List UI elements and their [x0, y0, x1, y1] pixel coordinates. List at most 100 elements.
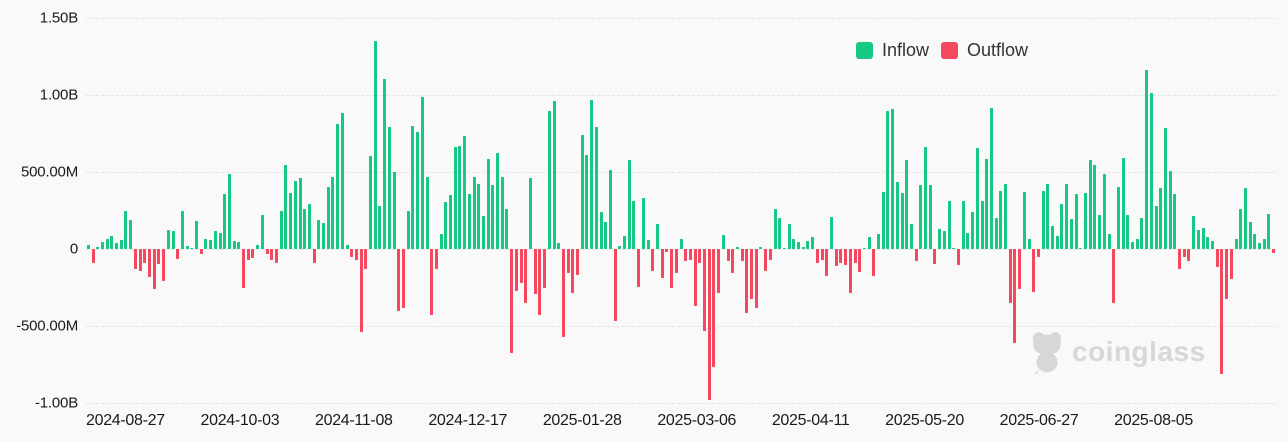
outflow-bar[interactable] — [707, 249, 711, 400]
inflow-bar[interactable] — [1116, 186, 1120, 249]
inflow-bar[interactable] — [585, 154, 589, 249]
outflow-bar[interactable] — [853, 249, 857, 263]
outflow-bar[interactable] — [152, 249, 156, 290]
outflow-bar[interactable] — [576, 249, 580, 275]
inflow-bar[interactable] — [547, 111, 551, 249]
inflow-bar[interactable] — [862, 247, 866, 249]
outflow-bar[interactable] — [745, 249, 749, 314]
inflow-bar[interactable] — [891, 109, 895, 249]
outflow-bar[interactable] — [430, 249, 434, 316]
inflow-bar[interactable] — [1135, 238, 1139, 249]
outflow-bar[interactable] — [1272, 249, 1276, 253]
inflow-bar[interactable] — [1004, 183, 1008, 249]
outflow-bar[interactable] — [199, 249, 203, 254]
inflow-bar[interactable] — [773, 208, 777, 249]
inflow-bar[interactable] — [449, 195, 453, 249]
inflow-bar[interactable] — [213, 230, 217, 249]
inflow-bar[interactable] — [1022, 191, 1026, 249]
inflow-bar[interactable] — [801, 246, 805, 249]
outflow-bar[interactable] — [726, 249, 730, 262]
inflow-bar[interactable] — [797, 241, 801, 249]
inflow-bar[interactable] — [999, 190, 1003, 249]
inflow-bar[interactable] — [806, 240, 810, 249]
inflow-bar[interactable] — [237, 241, 241, 249]
inflow-bar[interactable] — [580, 134, 584, 249]
inflow-bar[interactable] — [190, 247, 194, 249]
inflow-bar[interactable] — [100, 242, 104, 249]
inflow-bar[interactable] — [1267, 213, 1271, 249]
outflow-bar[interactable] — [434, 249, 438, 270]
inflow-bar[interactable] — [655, 224, 659, 249]
inflow-bar[interactable] — [632, 201, 636, 249]
inflow-bar[interactable] — [1027, 239, 1031, 249]
outflow-bar[interactable] — [914, 249, 918, 262]
outflow-bar[interactable] — [712, 249, 716, 367]
inflow-bar[interactable] — [105, 239, 109, 249]
inflow-bar[interactable] — [623, 236, 627, 249]
inflow-bar[interactable] — [909, 223, 913, 249]
inflow-bar[interactable] — [491, 184, 495, 249]
inflow-bar[interactable] — [185, 246, 189, 249]
outflow-bar[interactable] — [147, 249, 151, 277]
inflow-bar[interactable] — [1055, 236, 1059, 249]
outflow-bar[interactable] — [693, 249, 697, 306]
inflow-bar[interactable] — [392, 172, 396, 249]
outflow-bar[interactable] — [957, 249, 960, 265]
inflow-bar[interactable] — [1154, 206, 1158, 249]
legend-item-outflow[interactable]: Outflow — [941, 40, 1028, 61]
inflow-bar[interactable] — [759, 247, 763, 249]
inflow-bar[interactable] — [985, 158, 989, 249]
inflow-bar[interactable] — [383, 78, 387, 249]
outflow-bar[interactable] — [674, 249, 678, 274]
inflow-bar[interactable] — [1046, 184, 1050, 249]
outflow-bar[interactable] — [354, 249, 358, 260]
inflow-bar[interactable] — [86, 244, 90, 249]
inflow-bar[interactable] — [1041, 190, 1045, 249]
inflow-bar[interactable] — [867, 237, 871, 249]
inflow-bar[interactable] — [1201, 227, 1205, 249]
outflow-bar[interactable] — [858, 249, 862, 273]
inflow-bar[interactable] — [340, 112, 344, 249]
inflow-bar[interactable] — [420, 96, 424, 249]
inflow-bar[interactable] — [260, 214, 264, 249]
inflow-bar[interactable] — [180, 210, 184, 249]
inflow-bar[interactable] — [209, 240, 213, 249]
inflow-bar[interactable] — [895, 181, 899, 249]
inflow-bar[interactable] — [942, 231, 946, 249]
inflow-bar[interactable] — [975, 147, 979, 249]
inflow-bar[interactable] — [1060, 204, 1064, 249]
outflow-bar[interactable] — [698, 249, 702, 264]
inflow-bar[interactable] — [1145, 70, 1149, 249]
outflow-bar[interactable] — [566, 249, 570, 274]
outflow-bar[interactable] — [815, 249, 819, 264]
inflow-bar[interactable] — [166, 230, 170, 249]
outflow-bar[interactable] — [162, 249, 166, 282]
inflow-bar[interactable] — [961, 201, 965, 249]
inflow-bar[interactable] — [505, 208, 509, 249]
inflow-bar[interactable] — [326, 186, 330, 249]
inflow-bar[interactable] — [1140, 218, 1144, 249]
inflow-bar[interactable] — [1102, 173, 1106, 249]
inflow-bar[interactable] — [227, 174, 231, 249]
outflow-bar[interactable] — [750, 249, 754, 300]
inflow-bar[interactable] — [1258, 242, 1262, 249]
outflow-bar[interactable] — [1220, 249, 1224, 375]
outflow-bar[interactable] — [138, 249, 142, 271]
outflow-bar[interactable] — [359, 249, 363, 333]
inflow-bar[interactable] — [641, 198, 645, 249]
inflow-bar[interactable] — [284, 165, 288, 249]
inflow-bar[interactable] — [552, 100, 556, 249]
inflow-bar[interactable] — [223, 194, 227, 249]
inflow-bar[interactable] — [496, 152, 500, 249]
inflow-bar[interactable] — [928, 184, 932, 249]
inflow-bar[interactable] — [1211, 240, 1214, 249]
inflow-bar[interactable] — [618, 246, 622, 249]
inflow-bar[interactable] — [1121, 157, 1125, 249]
inflow-bar[interactable] — [195, 220, 199, 249]
inflow-bar[interactable] — [1206, 237, 1210, 249]
inflow-bar[interactable] — [646, 240, 650, 249]
inflow-bar[interactable] — [387, 127, 391, 249]
inflow-bar[interactable] — [453, 146, 457, 249]
inflow-bar[interactable] — [307, 203, 311, 249]
inflow-bar[interactable] — [980, 200, 984, 249]
